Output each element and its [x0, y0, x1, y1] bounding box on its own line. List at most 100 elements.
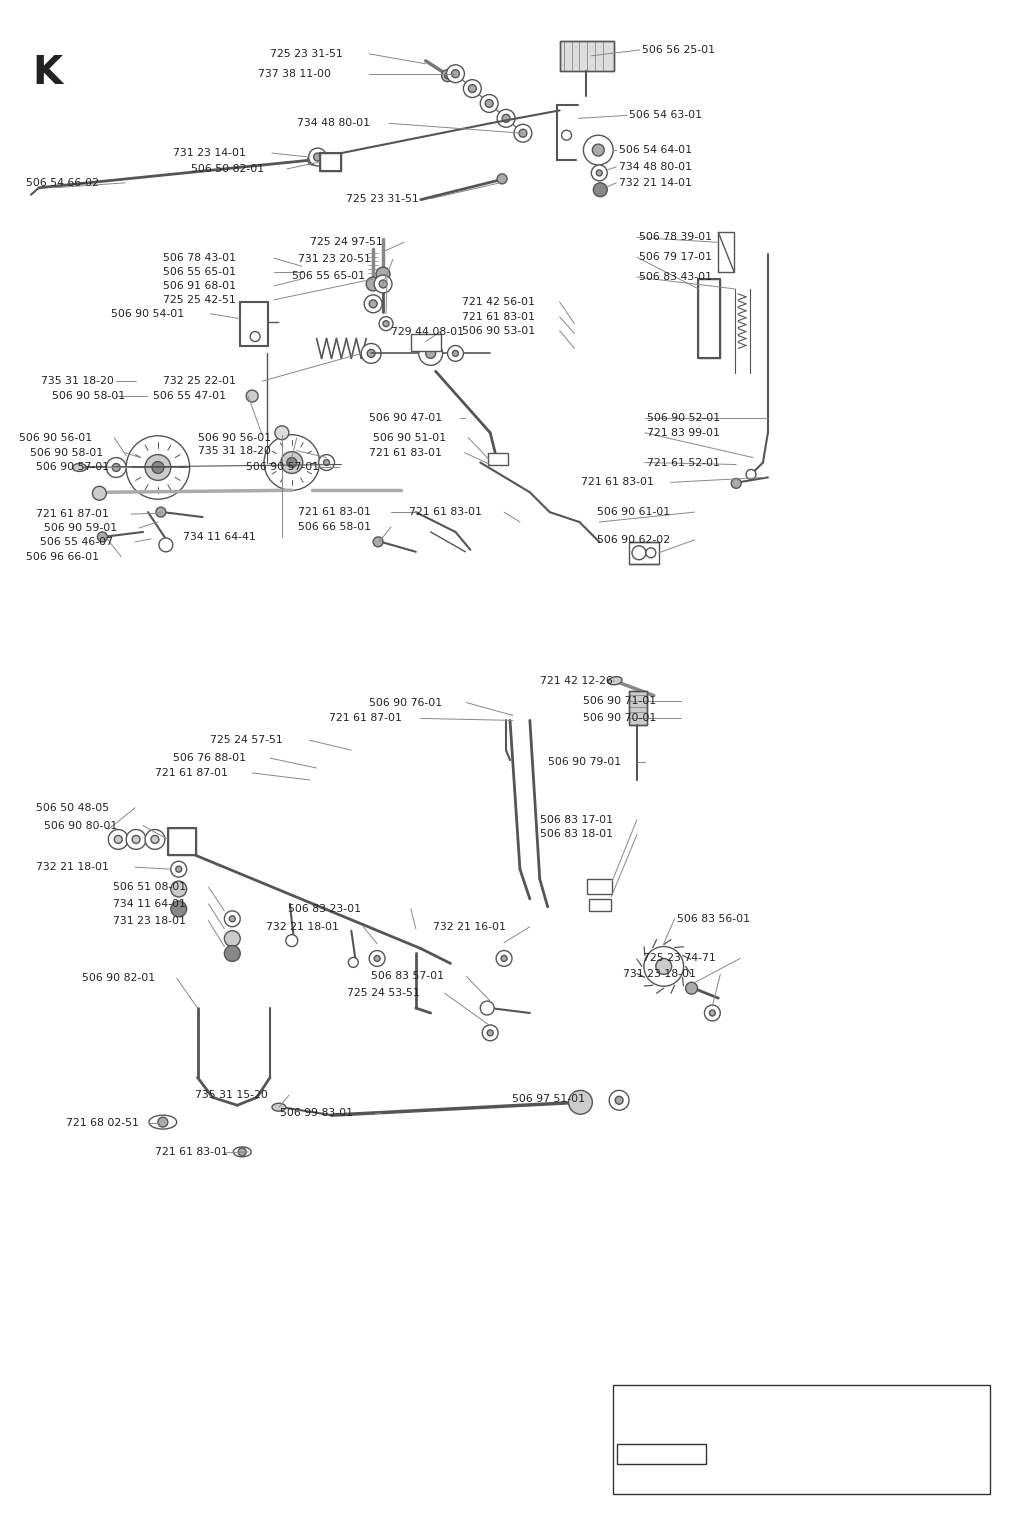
Circle shape: [374, 955, 380, 961]
Text: New part,: New part,: [728, 1395, 782, 1406]
Circle shape: [171, 861, 186, 878]
Text: 506 83 43-01: 506 83 43-01: [639, 273, 712, 282]
Text: 506 90 57-01: 506 90 57-01: [246, 462, 319, 473]
Circle shape: [152, 462, 164, 473]
Circle shape: [171, 901, 186, 916]
Circle shape: [115, 836, 122, 844]
Circle shape: [655, 958, 672, 975]
Circle shape: [281, 451, 303, 473]
Circle shape: [250, 331, 260, 342]
Text: 506 55 47-01: 506 55 47-01: [153, 391, 226, 400]
Circle shape: [224, 946, 241, 961]
Ellipse shape: [608, 676, 622, 685]
Circle shape: [370, 950, 385, 967]
Circle shape: [632, 545, 646, 559]
Text: 721 83 99-01: 721 83 99-01: [647, 428, 720, 437]
Text: 721 61 87-01: 721 61 87-01: [36, 510, 109, 519]
Circle shape: [584, 136, 613, 165]
Text: 506 90 47-01: 506 90 47-01: [370, 413, 442, 424]
Text: 721 61 83-01: 721 61 83-01: [409, 507, 481, 517]
Text: 721 42 56-01: 721 42 56-01: [463, 297, 536, 306]
Ellipse shape: [233, 1147, 251, 1157]
Circle shape: [502, 114, 510, 122]
Text: 506 90 58-01: 506 90 58-01: [52, 391, 125, 400]
Circle shape: [501, 955, 507, 961]
Text: Neues teil,: Neues teil,: [728, 1412, 787, 1423]
Text: 731 23 18-01: 731 23 18-01: [114, 916, 186, 926]
Text: 506 83 17-01: 506 83 17-01: [540, 815, 612, 824]
Circle shape: [151, 836, 159, 844]
Circle shape: [158, 1116, 168, 1127]
Circle shape: [318, 454, 335, 470]
Text: 506 90 57-01: 506 90 57-01: [36, 462, 109, 473]
Circle shape: [561, 131, 571, 140]
Circle shape: [348, 958, 358, 967]
Text: 506 83 56-01: 506 83 56-01: [677, 913, 750, 924]
Text: 721 61 87-01: 721 61 87-01: [155, 768, 227, 778]
Bar: [698, 279, 720, 359]
Circle shape: [307, 156, 317, 165]
Circle shape: [746, 470, 756, 479]
Circle shape: [426, 348, 435, 359]
Circle shape: [731, 479, 741, 488]
Circle shape: [286, 935, 298, 947]
Text: 725 24 53-51: 725 24 53-51: [347, 989, 420, 998]
Text: 506 66 58-01: 506 66 58-01: [298, 522, 371, 531]
Text: Nouvelle piece,: Nouvelle piece,: [728, 1429, 814, 1440]
Circle shape: [591, 165, 607, 180]
Bar: [588, 879, 612, 895]
Text: Ny detalj: Ny detalj: [728, 1463, 778, 1474]
Circle shape: [464, 80, 481, 97]
Bar: [613, 1384, 990, 1494]
Circle shape: [447, 345, 464, 362]
Bar: [559, 42, 614, 71]
Circle shape: [287, 457, 297, 468]
Text: 721 61 83-01: 721 61 83-01: [463, 311, 536, 322]
Text: 506 90 56-01: 506 90 56-01: [198, 433, 270, 442]
Text: 506 90 70-01: 506 90 70-01: [584, 713, 656, 724]
Circle shape: [615, 1096, 623, 1104]
Circle shape: [379, 280, 387, 288]
Text: 506 90 58-01: 506 90 58-01: [30, 448, 103, 457]
Circle shape: [156, 507, 166, 517]
Text: xxx xx xx-xx  =: xxx xx xx-xx =: [621, 1449, 700, 1460]
Text: 506 90 80-01: 506 90 80-01: [44, 821, 117, 830]
Circle shape: [593, 183, 607, 197]
Text: 506 54 64-01: 506 54 64-01: [620, 145, 692, 156]
Circle shape: [379, 317, 393, 331]
Circle shape: [468, 85, 476, 92]
Circle shape: [308, 148, 327, 166]
Bar: [488, 453, 508, 465]
Text: K: K: [32, 54, 62, 92]
Circle shape: [441, 69, 454, 82]
Text: 732 25 22-01: 732 25 22-01: [163, 376, 236, 387]
Circle shape: [453, 351, 459, 356]
Circle shape: [644, 947, 684, 986]
Text: 506 50 48-05: 506 50 48-05: [36, 802, 109, 813]
Text: 734 48 80-01: 734 48 80-01: [620, 162, 692, 172]
Circle shape: [224, 910, 241, 927]
Circle shape: [497, 109, 515, 128]
Circle shape: [324, 459, 330, 465]
Bar: [629, 690, 647, 725]
Text: 734 48 80-01: 734 48 80-01: [297, 119, 370, 128]
Text: 732 21 18-01: 732 21 18-01: [266, 922, 339, 932]
Text: 735 31 15-20: 735 31 15-20: [195, 1090, 267, 1101]
Circle shape: [444, 72, 451, 79]
Bar: [411, 334, 440, 351]
Text: 506 79 17-01: 506 79 17-01: [639, 253, 712, 262]
Circle shape: [224, 930, 241, 947]
Circle shape: [171, 881, 186, 896]
Circle shape: [246, 390, 258, 402]
Circle shape: [452, 69, 460, 77]
Text: 721 61 83-01: 721 61 83-01: [298, 507, 371, 517]
Text: 506 90 52-01: 506 90 52-01: [647, 413, 720, 424]
Text: 734 11 64-01: 734 11 64-01: [114, 899, 186, 909]
Bar: [629, 542, 658, 564]
Text: 735 31 18-20: 735 31 18-20: [41, 376, 114, 387]
Text: 725 23 31-51: 725 23 31-51: [270, 49, 343, 59]
Circle shape: [519, 129, 527, 137]
Text: 506 50 82-01: 506 50 82-01: [190, 163, 264, 174]
Text: 506 51 08-01: 506 51 08-01: [114, 882, 186, 892]
Circle shape: [92, 487, 106, 500]
